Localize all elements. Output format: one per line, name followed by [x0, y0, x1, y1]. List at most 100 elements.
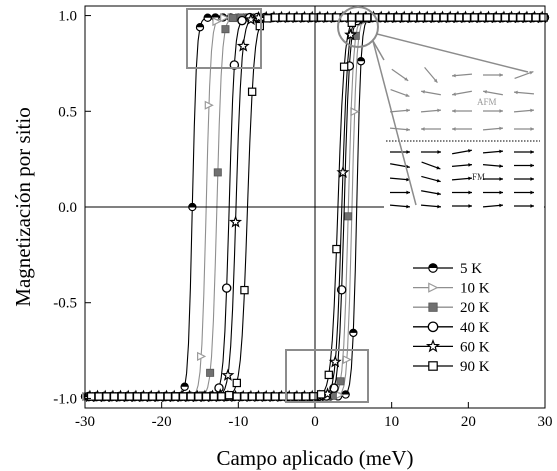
spin-arrow [483, 73, 503, 77]
marker-point [477, 13, 487, 22]
marker-point [263, 14, 272, 23]
x-tick-label: 30 [538, 414, 553, 430]
spin-arrow [514, 127, 534, 131]
marker-point [316, 13, 326, 22]
legend-label: 10 K [460, 281, 490, 297]
marker-point [125, 392, 134, 401]
marker-point [206, 368, 215, 377]
highlight-box-bottom [285, 349, 369, 403]
marker-point [447, 13, 456, 22]
legend-label: 90 K [460, 359, 490, 375]
marker-point [293, 13, 303, 22]
marker-point [485, 13, 495, 22]
marker-point [385, 13, 395, 22]
marker-point [244, 12, 258, 26]
marker-point [462, 13, 472, 22]
highlight-box-top [186, 8, 262, 69]
spin-arrow [513, 90, 535, 95]
marker-point [220, 13, 230, 23]
legend-label: 20 K [460, 300, 490, 316]
marker-point [416, 13, 426, 22]
marker-point [344, 212, 353, 221]
spin-inset: AFM FM [384, 60, 544, 212]
y-tick-label: -1.0 [53, 391, 77, 407]
inset-label-fm: FM [472, 172, 485, 182]
marker-point [221, 283, 232, 293]
inset-connector [372, 40, 417, 206]
marker-point [263, 392, 272, 401]
y-tick-label: 1.0 [58, 9, 77, 25]
spin-arrow [513, 108, 535, 113]
spin-arrow [452, 149, 472, 155]
spin-arrow [420, 108, 442, 113]
marker-point [94, 392, 103, 401]
marker-point [428, 282, 439, 293]
marker-point [109, 392, 119, 401]
legend-label: 60 K [460, 339, 490, 355]
marker-point [328, 355, 342, 368]
marker-point [213, 168, 222, 177]
spin-arrow [514, 190, 534, 195]
spin-arrow [452, 109, 472, 113]
spin-arrow [421, 90, 441, 96]
marker-point [195, 23, 205, 32]
marker-point [362, 13, 372, 22]
spin-arrow [389, 204, 411, 209]
marker-point [232, 378, 241, 388]
spin-arrow [390, 150, 410, 154]
spin-arrow [451, 163, 473, 167]
spin-arrow [390, 89, 410, 97]
marker-point [431, 13, 441, 22]
marker-point [270, 392, 280, 401]
marker-point [186, 392, 195, 401]
legend-entry: 40 K [413, 320, 490, 336]
x-tick-label: -10 [228, 414, 248, 430]
spin-arrow [421, 175, 441, 183]
marker-point [324, 13, 334, 22]
marker-point [178, 392, 188, 401]
spin-arrow [421, 127, 441, 131]
spin-arrow [482, 126, 504, 131]
marker-point [454, 13, 464, 22]
marker-point [427, 321, 439, 333]
marker-point [332, 244, 341, 254]
marker-point [155, 392, 165, 401]
marker-point [203, 13, 212, 22]
marker-point [163, 392, 172, 401]
marker-point [278, 13, 288, 22]
x-tick-label: -20 [152, 414, 172, 430]
spin-arrow [514, 177, 534, 181]
spin-arrow [421, 150, 441, 154]
legend-entry: 5 K [413, 261, 482, 277]
spin-arrow [452, 190, 472, 195]
spin-arrow [482, 164, 504, 168]
marker-point [209, 392, 218, 401]
highlight-annotations [186, 6, 529, 403]
marker-point [401, 13, 410, 22]
marker-point [428, 263, 438, 273]
x-tick-label: 20 [461, 414, 476, 430]
marker-point [102, 392, 111, 401]
legend-entry: 10 K [413, 281, 490, 297]
marker-point [301, 392, 311, 401]
spin-arrow [483, 177, 503, 181]
y-tick-label: -0.5 [53, 296, 77, 312]
marker-point [309, 392, 318, 401]
marker-point [341, 390, 350, 399]
spin-arrow [424, 66, 438, 84]
spin-arrow [389, 127, 411, 132]
marker-point [171, 392, 180, 401]
marker-point [523, 13, 533, 22]
spin-arrow [421, 161, 441, 170]
marker-point [212, 16, 222, 27]
x-tick-label: 0 [311, 414, 319, 430]
marker-point [408, 13, 418, 22]
marker-point [255, 392, 265, 401]
spin-arrow [514, 163, 534, 168]
marker-point [378, 13, 387, 22]
marker-point [247, 392, 257, 401]
spin-arrow [514, 150, 534, 154]
spin-arrow [451, 176, 473, 181]
inset-background [384, 60, 544, 212]
